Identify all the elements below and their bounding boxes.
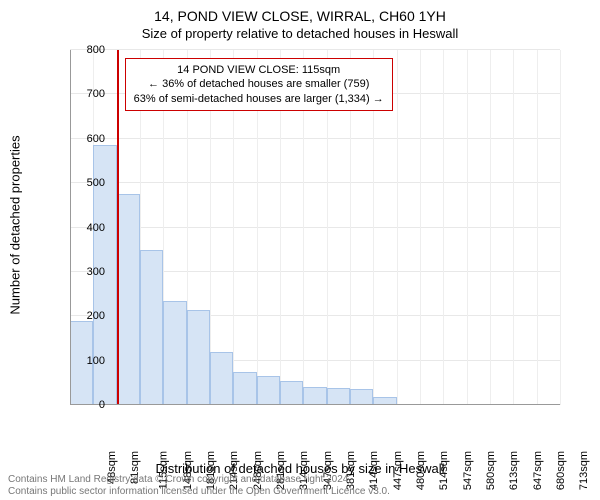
y-tick: 600 [75,133,105,145]
y-axis-label: Number of detached properties [8,135,23,314]
plot-area: 14 POND VIEW CLOSE: 115sqm ← 36% of deta… [70,50,560,405]
footer-text: Contains HM Land Registry data © Crown c… [8,474,390,498]
bar [187,310,210,405]
y-tick: 500 [75,177,105,189]
bar [280,381,303,405]
y-tick: 200 [75,310,105,322]
y-tick: 800 [75,44,105,56]
chart-container: 14, POND VIEW CLOSE, WIRRAL, CH60 1YH Si… [0,0,600,500]
bar [257,376,280,405]
marker-line [117,50,119,405]
chart-title-line2: Size of property relative to detached ho… [0,26,600,41]
annotation-line2: ← 36% of detached houses are smaller (75… [134,77,384,91]
x-axis-line [70,404,560,405]
footer-line2: Contains public sector information licen… [8,486,390,498]
bar [210,352,233,405]
bar [140,250,163,405]
bar [117,194,140,405]
y-tick: 700 [75,88,105,100]
bar [327,388,350,405]
bar [303,387,326,405]
y-tick: 100 [75,355,105,367]
annotation-box: 14 POND VIEW CLOSE: 115sqm ← 36% of deta… [125,58,393,111]
y-tick: 300 [75,266,105,278]
bar [233,372,256,405]
y-tick: 400 [75,222,105,234]
bar [350,389,373,405]
bar [163,301,186,405]
annotation-line3: 63% of semi-detached houses are larger (… [134,92,384,106]
chart-title-line1: 14, POND VIEW CLOSE, WIRRAL, CH60 1YH [0,8,600,24]
y-axis-line [70,50,71,405]
footer-line1: Contains HM Land Registry data © Crown c… [8,474,390,486]
y-tick: 0 [75,399,105,411]
annotation-line1: 14 POND VIEW CLOSE: 115sqm [134,63,384,77]
